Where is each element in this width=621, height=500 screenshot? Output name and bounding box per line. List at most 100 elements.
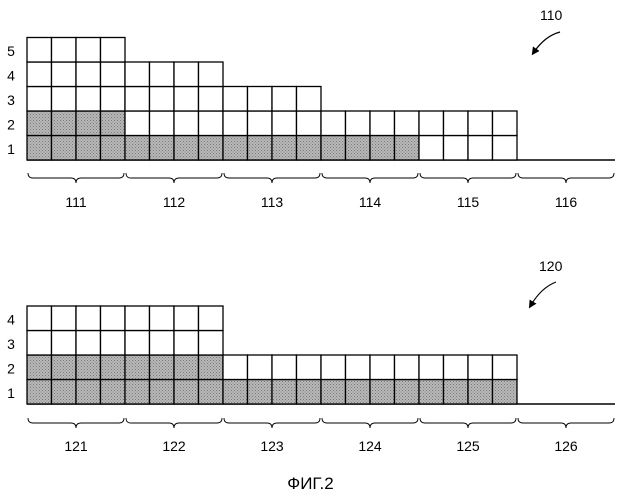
empty-cell xyxy=(369,110,396,137)
shaded-cell xyxy=(50,354,77,381)
empty-cell xyxy=(75,36,102,63)
group-label: 112 xyxy=(163,194,186,210)
empty-cell xyxy=(124,85,151,112)
empty-cell xyxy=(26,85,53,112)
shaded-cell xyxy=(26,134,53,161)
empty-cell xyxy=(491,134,518,161)
shaded-cell xyxy=(320,378,347,405)
empty-cell xyxy=(197,305,224,332)
empty-cell xyxy=(173,85,200,112)
group-brace xyxy=(125,417,223,429)
level-label: 3 xyxy=(7,92,15,108)
empty-cell xyxy=(491,110,518,137)
empty-cell xyxy=(246,85,273,112)
shaded-cell xyxy=(50,110,77,137)
empty-cell xyxy=(148,110,175,137)
reference-numeral: 120 xyxy=(539,258,563,274)
empty-cell xyxy=(197,61,224,88)
empty-cell xyxy=(26,36,53,63)
empty-cell xyxy=(173,329,200,356)
shaded-cell xyxy=(26,354,53,381)
empty-cell xyxy=(442,110,469,137)
group-brace xyxy=(125,172,223,184)
level-label: 2 xyxy=(7,117,15,133)
empty-cell xyxy=(50,305,77,332)
shaded-cell xyxy=(246,378,273,405)
group-label: 114 xyxy=(359,194,382,210)
figure-caption: ФИГ.2 xyxy=(287,474,334,493)
reference-arrow xyxy=(531,31,561,56)
shaded-cell xyxy=(99,378,126,405)
empty-cell xyxy=(75,329,102,356)
empty-cell xyxy=(148,329,175,356)
empty-cell xyxy=(148,61,175,88)
shaded-cell xyxy=(99,110,126,137)
shaded-cell xyxy=(148,134,175,161)
shaded-cell xyxy=(75,110,102,137)
shaded-cell xyxy=(320,134,347,161)
shaded-cell xyxy=(99,134,126,161)
empty-cell xyxy=(418,110,445,137)
shaded-cell xyxy=(344,378,371,405)
shaded-cell xyxy=(75,354,102,381)
empty-cell xyxy=(148,85,175,112)
empty-cell xyxy=(26,329,53,356)
group-label: 116 xyxy=(555,194,578,210)
empty-cell xyxy=(197,85,224,112)
group-brace xyxy=(27,172,125,184)
empty-cell xyxy=(50,329,77,356)
empty-cell xyxy=(173,61,200,88)
shaded-cell xyxy=(271,378,298,405)
empty-cell xyxy=(271,354,298,381)
empty-cell xyxy=(99,85,126,112)
empty-cell xyxy=(295,85,322,112)
group-label: 113 xyxy=(261,194,284,210)
shaded-cell xyxy=(369,134,396,161)
group-brace xyxy=(517,172,615,184)
shaded-cell xyxy=(99,354,126,381)
shaded-cell xyxy=(491,378,518,405)
shaded-cell xyxy=(369,378,396,405)
shaded-cell xyxy=(26,378,53,405)
empty-cell xyxy=(148,305,175,332)
empty-cell xyxy=(173,305,200,332)
shaded-cell xyxy=(124,378,151,405)
group-brace xyxy=(27,417,125,429)
shaded-cell xyxy=(124,354,151,381)
group-brace xyxy=(223,172,321,184)
empty-cell xyxy=(50,61,77,88)
empty-cell xyxy=(173,110,200,137)
empty-cell xyxy=(75,85,102,112)
shaded-cell xyxy=(197,354,224,381)
empty-cell xyxy=(197,329,224,356)
empty-cell xyxy=(393,110,420,137)
empty-cell xyxy=(393,354,420,381)
group-label: 124 xyxy=(358,438,382,454)
empty-cell xyxy=(271,110,298,137)
empty-cell xyxy=(344,354,371,381)
empty-cell xyxy=(467,354,494,381)
group-label: 115 xyxy=(457,194,480,210)
empty-cell xyxy=(320,110,347,137)
shaded-cell xyxy=(173,134,200,161)
shaded-cell xyxy=(50,134,77,161)
group-label: 122 xyxy=(162,438,186,454)
empty-cell xyxy=(124,61,151,88)
empty-cell xyxy=(295,354,322,381)
empty-cell xyxy=(50,85,77,112)
level-label: 1 xyxy=(7,385,15,401)
shaded-cell xyxy=(271,134,298,161)
shaded-cell xyxy=(442,378,469,405)
empty-cell xyxy=(442,354,469,381)
empty-cell xyxy=(124,329,151,356)
level-label: 2 xyxy=(7,361,15,377)
shaded-cell xyxy=(197,378,224,405)
empty-cell xyxy=(467,134,494,161)
empty-cell xyxy=(197,110,224,137)
shaded-cell xyxy=(344,134,371,161)
group-label: 123 xyxy=(260,438,284,454)
group-label: 126 xyxy=(554,438,578,454)
empty-cell xyxy=(75,61,102,88)
